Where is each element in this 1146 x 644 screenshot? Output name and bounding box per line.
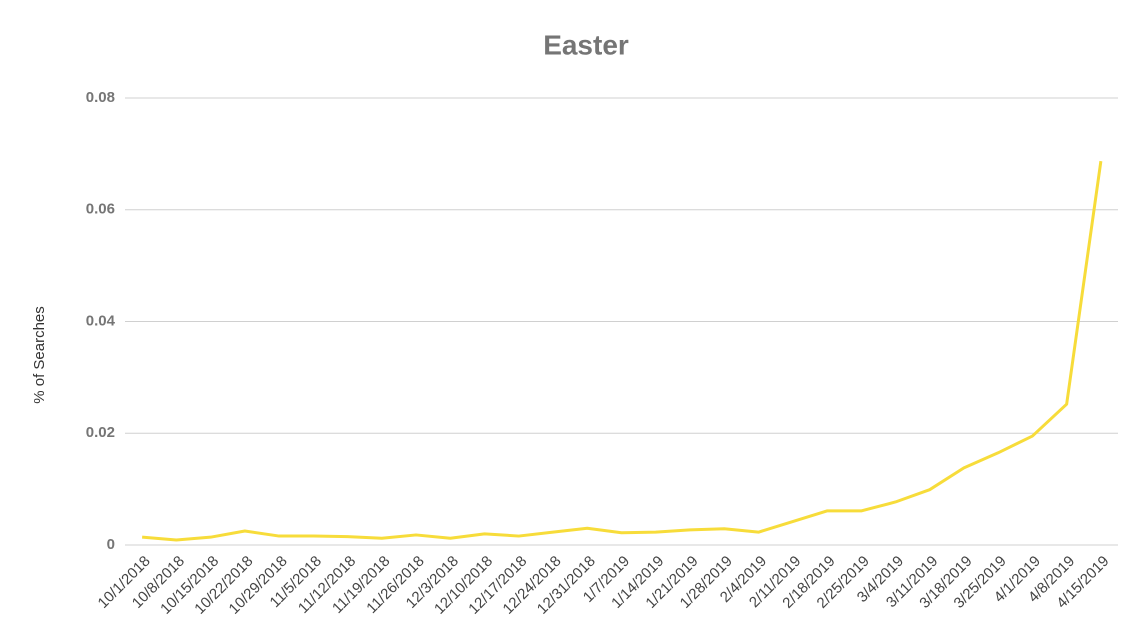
y-axis-title: % of Searches [31, 306, 48, 404]
line [141, 160, 1103, 542]
y-tick-label: 0.08 [86, 89, 115, 106]
chart-title: Easter [543, 29, 629, 60]
y-tick-label: 0.04 [86, 312, 116, 329]
y-tick-label: 0.02 [86, 424, 115, 441]
y-tick-label: 0 [107, 536, 115, 553]
y-tick-label: 0.06 [86, 201, 115, 218]
